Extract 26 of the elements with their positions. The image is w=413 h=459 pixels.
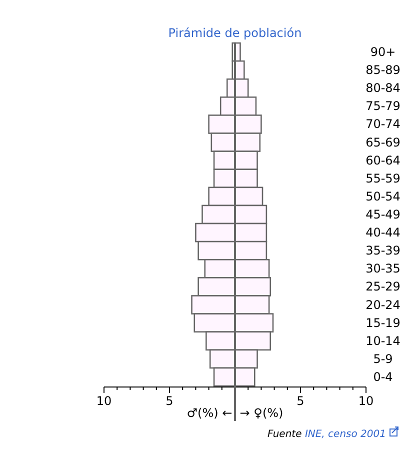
y-tick-label: 60-64 bbox=[366, 153, 400, 168]
y-tick-label: 0-4 bbox=[373, 370, 393, 384]
y-tick-label: 55-59 bbox=[366, 171, 400, 186]
y-tick-label: 45-49 bbox=[366, 208, 400, 222]
y-tick-label: 85-89 bbox=[366, 63, 400, 78]
x-axis-title: ♂(%) ← → ♀(%) bbox=[186, 406, 284, 420]
y-tick-label: 25-29 bbox=[366, 280, 400, 294]
y-tick-label: 50-54 bbox=[366, 189, 400, 204]
y-tick-label: 75-79 bbox=[366, 99, 400, 114]
y-tick-label: 65-69 bbox=[366, 135, 400, 150]
y-tick-label: 5-9 bbox=[373, 352, 393, 366]
y-tick-label: 90+ bbox=[370, 45, 396, 60]
y-tick-label: 20-24 bbox=[366, 298, 400, 312]
y-tick-label: 35-39 bbox=[366, 244, 400, 258]
source-note: Fuente INE, censo 2001 bbox=[268, 429, 386, 440]
y-tick-label: 30-35 bbox=[366, 262, 400, 276]
y-tick-label: 80-84 bbox=[366, 81, 400, 96]
y-tick-label: 70-74 bbox=[366, 117, 400, 132]
chart-title: Pirámide de población bbox=[168, 26, 302, 40]
x-tick-label: 5 bbox=[166, 394, 174, 408]
x-tick-label: 5 bbox=[296, 394, 304, 408]
y-tick-label: 40-44 bbox=[366, 226, 400, 240]
x-tick-label: 10 bbox=[358, 394, 374, 408]
y-tick-label: 10-14 bbox=[366, 334, 400, 348]
x-tick-label: 10 bbox=[96, 394, 112, 408]
y-tick-label: 15-19 bbox=[366, 316, 400, 330]
